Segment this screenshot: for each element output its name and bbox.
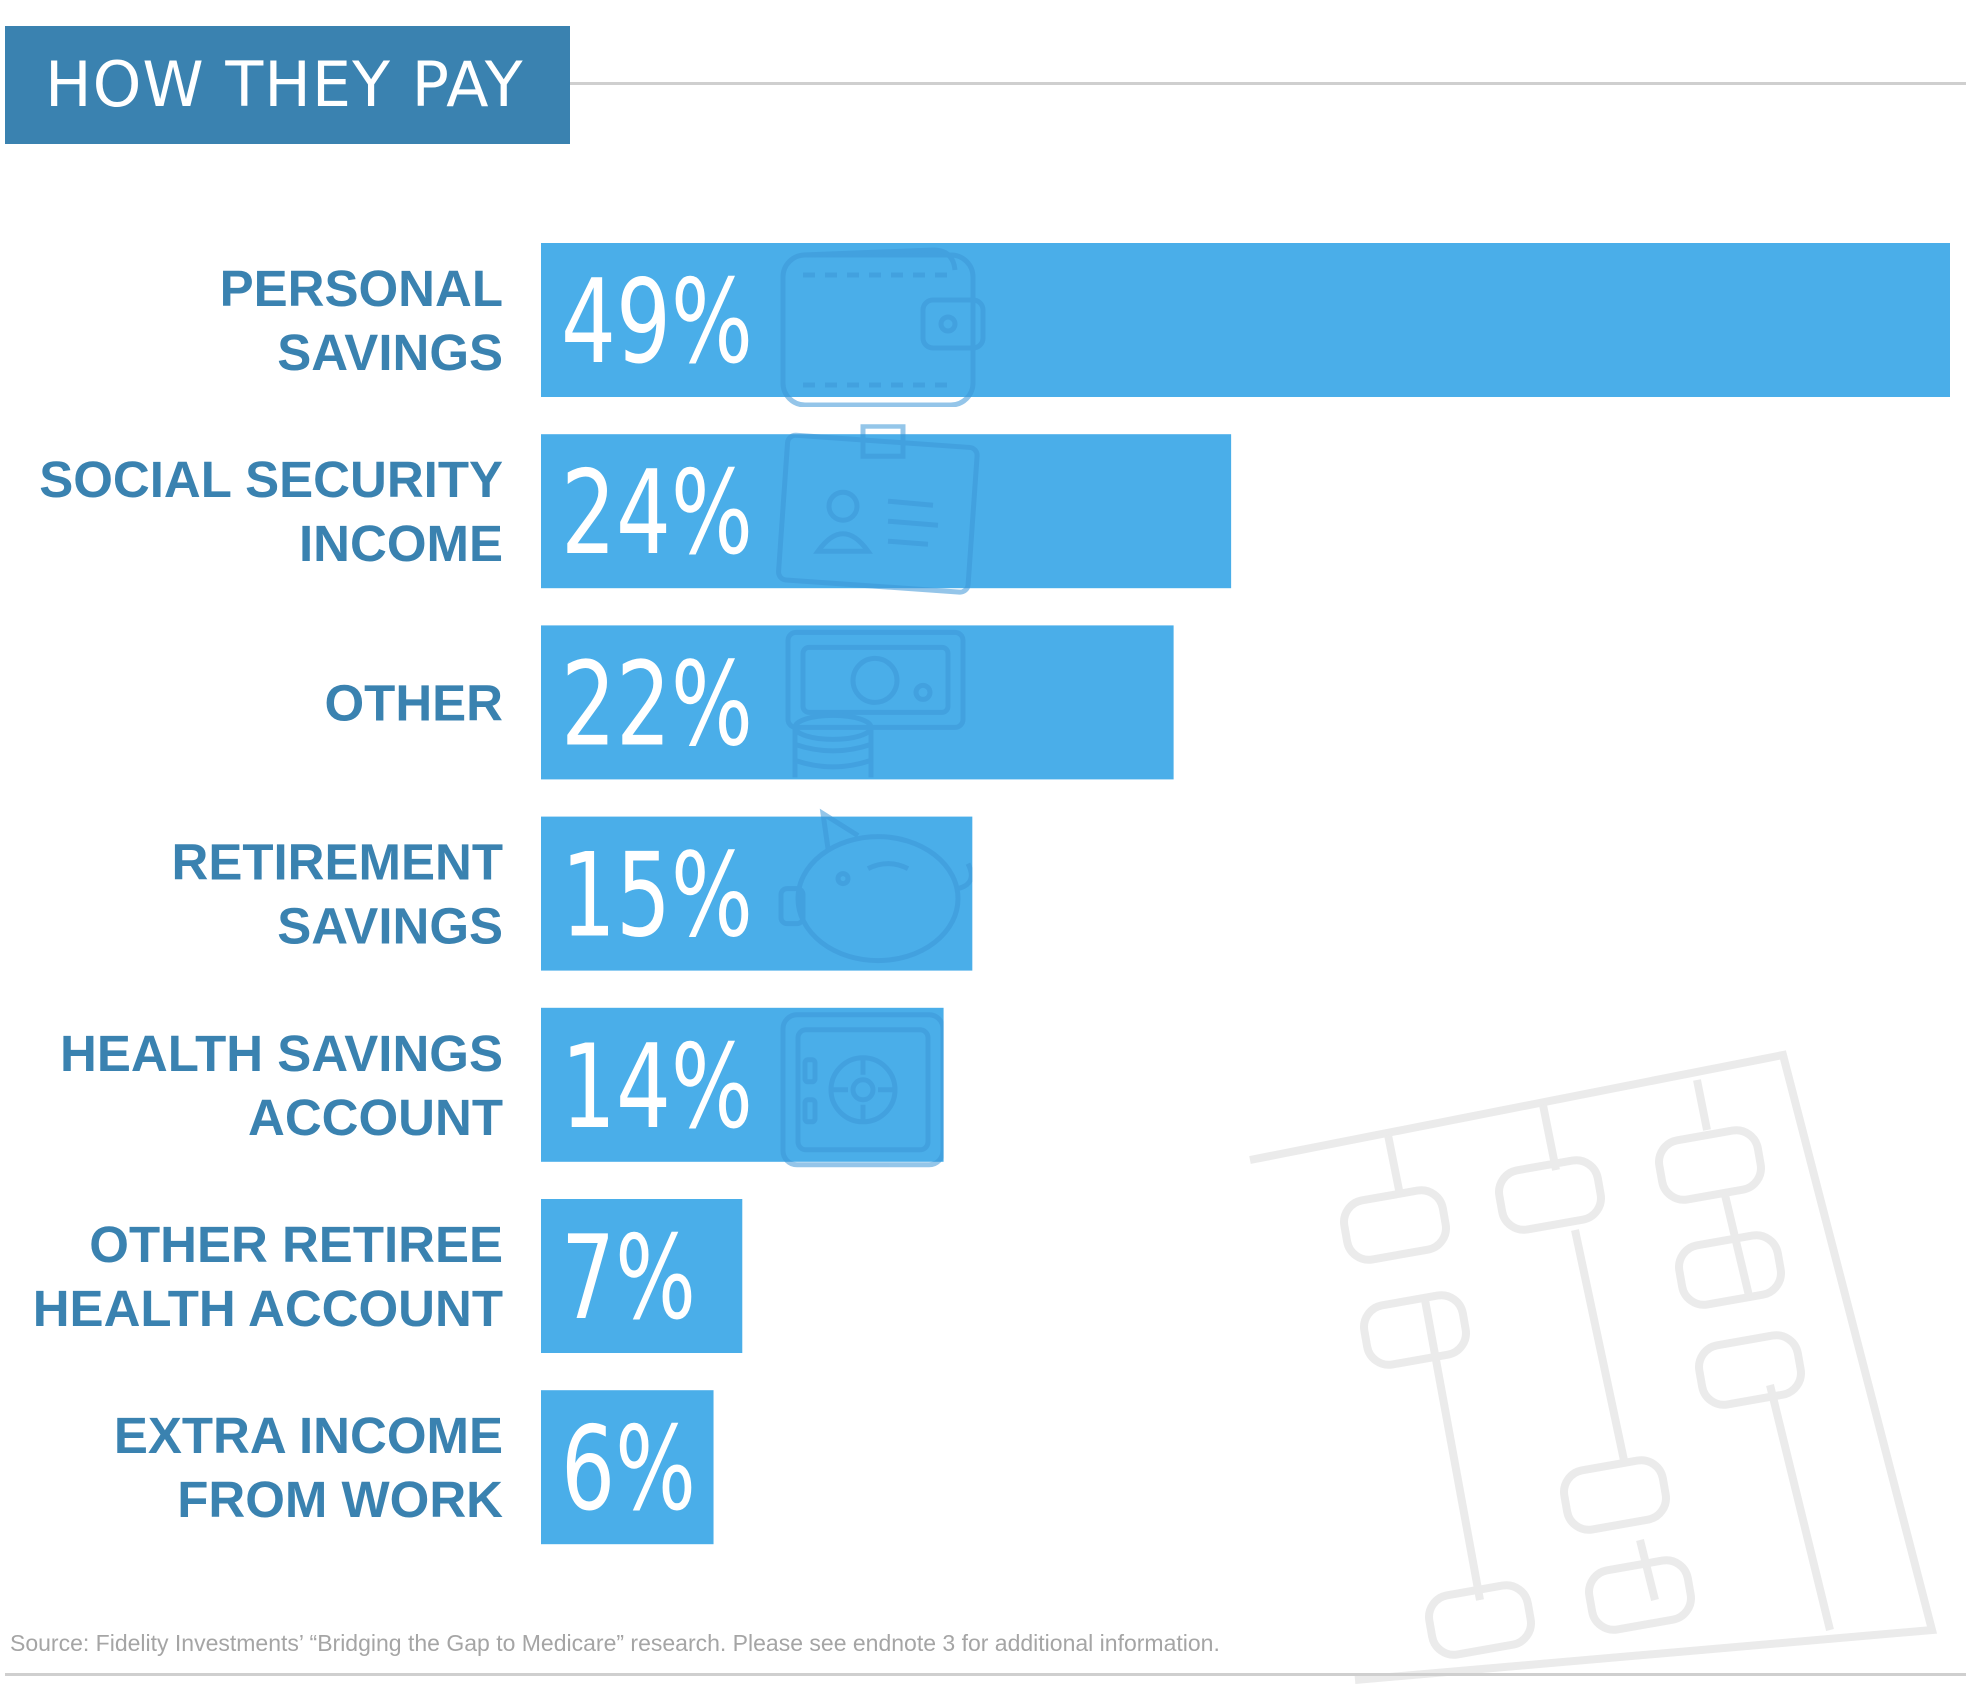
- category-label: SAVINGS: [277, 898, 503, 955]
- bar-value-label: 24%: [561, 446, 753, 581]
- bar-group: 6% EXTRA INCOME FROM WORK: [114, 1390, 714, 1545]
- bar-value-label: 6%: [561, 1402, 696, 1537]
- category-label: HEALTH SAVINGS: [60, 1025, 503, 1082]
- category-label: OTHER RETIREE: [89, 1216, 503, 1273]
- bar-group: 24% SOCIAL SECURITY INCOME: [39, 424, 1232, 595]
- bar: [541, 1390, 714, 1545]
- bar: [541, 816, 973, 971]
- source-note: Source: Fidelity Investments’ “Bridging …: [10, 1630, 1220, 1656]
- bar: [541, 1199, 743, 1353]
- category-label: SOCIAL SECURITY: [39, 451, 503, 508]
- category-label: OTHER: [325, 674, 504, 731]
- bar-group: 22% OTHER: [325, 625, 1174, 780]
- bar-value-label: 14%: [561, 1020, 753, 1155]
- abacus-icon: [1249, 1050, 1938, 1684]
- category-label: RETIREMENT: [172, 834, 504, 891]
- category-label: SAVINGS: [277, 324, 503, 381]
- cash-coins-icon: [785, 629, 966, 778]
- bar-value-label: 49%: [561, 255, 753, 390]
- wallet-icon: [780, 247, 986, 407]
- category-label: INCOME: [299, 515, 503, 572]
- category-label: FROM WORK: [177, 1471, 503, 1528]
- category-label: PERSONAL: [220, 260, 503, 317]
- bar-group: 49% PERSONAL SAVINGS: [220, 243, 1950, 407]
- category-label: EXTRA INCOME: [114, 1407, 503, 1464]
- bar-value-label: 22%: [561, 637, 753, 772]
- bar-value-label: 15%: [561, 829, 753, 964]
- bar: [541, 434, 1232, 589]
- bar-group: 15% RETIREMENT SAVINGS: [172, 808, 973, 971]
- bar: [541, 1007, 944, 1162]
- safe-icon: [780, 1012, 944, 1168]
- category-label: ACCOUNT: [248, 1089, 503, 1146]
- id-card-icon: [776, 424, 980, 595]
- piggy-bank-icon: [778, 808, 973, 964]
- bar-value-label: 7%: [561, 1211, 696, 1346]
- header-divider: [570, 82, 1966, 85]
- bar: [541, 625, 1174, 780]
- footer-divider: [5, 1673, 1966, 1676]
- chart-title: HOW THEY PAY: [5, 26, 570, 144]
- bar-group: 14% HEALTH SAVINGS ACCOUNT: [60, 1007, 944, 1168]
- bar: [541, 243, 1950, 397]
- category-label: HEALTH ACCOUNT: [33, 1280, 503, 1337]
- bar-group: 7% OTHER RETIREE HEALTH ACCOUNT: [33, 1199, 743, 1353]
